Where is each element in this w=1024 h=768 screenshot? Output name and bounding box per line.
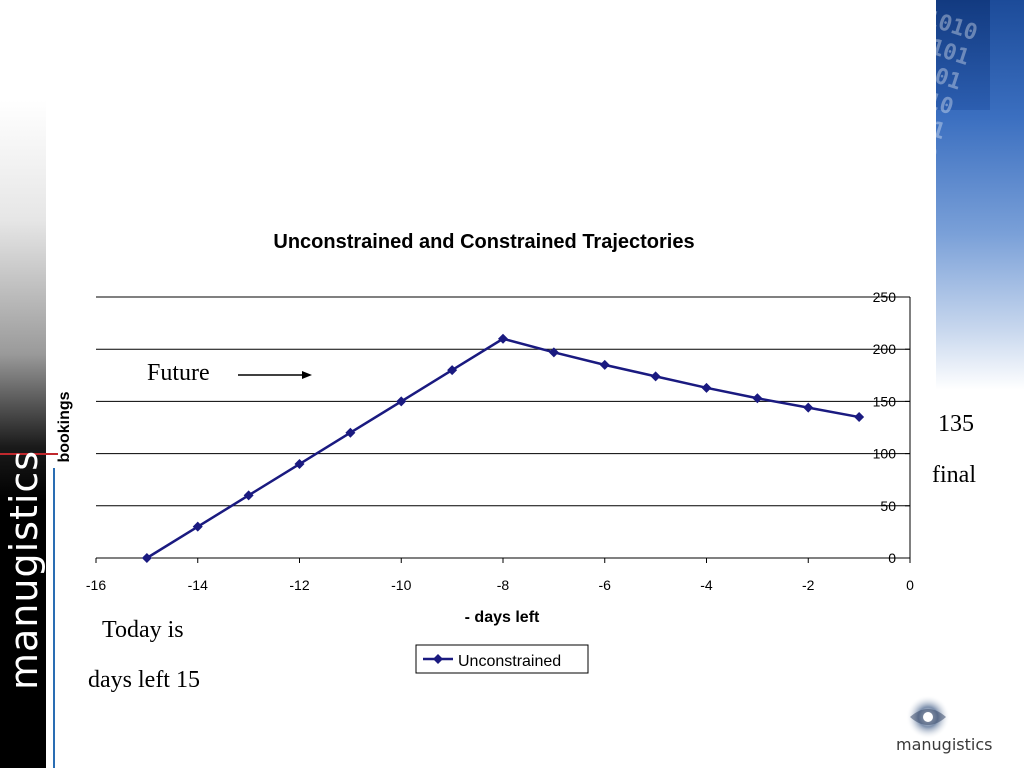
final-value: 135 <box>938 411 974 437</box>
x-tick-labels: -16 -14 -12 -10 -8 -6 -4 -2 0 <box>86 577 914 593</box>
data-point-marker <box>548 347 559 358</box>
x-tick-label: -10 <box>391 577 411 593</box>
data-point-marker <box>294 459 305 470</box>
future-label: Future <box>147 360 210 386</box>
future-arrow-icon <box>238 371 312 379</box>
today-label: Today is <box>102 617 184 643</box>
data-point-marker <box>752 393 763 404</box>
x-tick-label: 0 <box>906 577 914 593</box>
x-tick-label: -2 <box>802 577 815 593</box>
y-tick-label: 100 <box>873 446 897 462</box>
final-label: final <box>932 462 976 488</box>
y-axis-label: bookings <box>56 391 73 462</box>
series-unconstrained <box>141 333 865 563</box>
data-point-marker <box>243 490 254 501</box>
data-point-marker <box>803 402 814 413</box>
y-tick-label: 50 <box>880 498 896 514</box>
company-logo-text: manugistics <box>896 735 993 754</box>
legend-diamond-marker <box>433 654 443 664</box>
chart-legend: Unconstrained <box>415 644 589 674</box>
x-tick-label: -8 <box>497 577 510 593</box>
x-tick-label: -6 <box>599 577 612 593</box>
data-point-marker <box>447 365 458 376</box>
data-point-marker <box>345 427 356 438</box>
company-logo-icon <box>906 695 950 739</box>
x-tick-label: -16 <box>86 577 106 593</box>
left-divider-line <box>53 468 55 768</box>
data-point-marker <box>192 521 203 532</box>
x-tick-label: -14 <box>188 577 208 593</box>
y-tick-labels: 0 50 100 150 200 250 <box>873 289 897 566</box>
legend-label-unconstrained: Unconstrained <box>458 653 561 670</box>
days-left-label: days left 15 <box>88 667 200 693</box>
data-point-marker <box>854 412 865 423</box>
left-brand-strip <box>0 100 46 768</box>
decorative-panel-tab <box>936 0 990 110</box>
y-tick-label: 0 <box>888 550 896 566</box>
data-point-marker <box>396 396 407 407</box>
y-tick-label: 250 <box>873 289 897 305</box>
data-point-marker <box>650 371 661 382</box>
y-tick-label: 200 <box>873 341 897 357</box>
y-tick-label: 150 <box>873 393 897 409</box>
chart-title: Unconstrained and Constrained Trajectori… <box>273 231 694 253</box>
x-tick-label: -12 <box>289 577 309 593</box>
left-accent-line <box>0 453 58 455</box>
data-point-marker <box>701 382 712 393</box>
x-axis-label: - days left <box>465 609 540 626</box>
data-point-marker <box>498 333 508 344</box>
data-point-marker <box>599 359 610 370</box>
data-point-marker <box>141 553 152 563</box>
x-tick-label: -4 <box>700 577 713 593</box>
